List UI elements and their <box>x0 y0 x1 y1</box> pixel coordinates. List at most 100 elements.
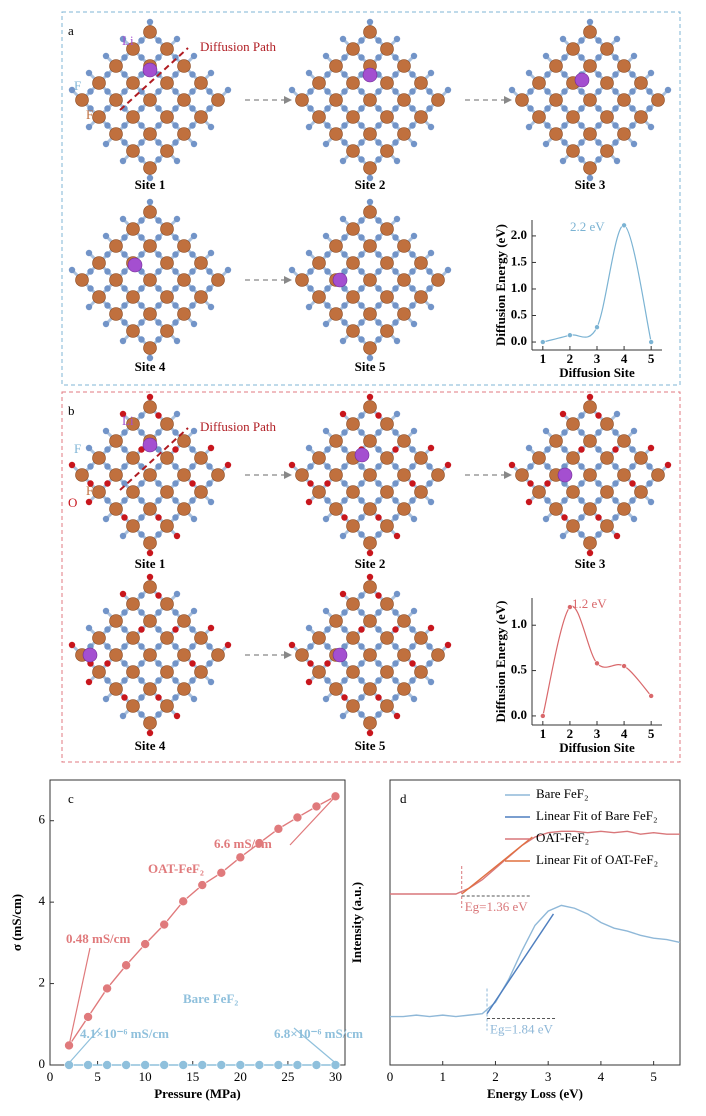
f-atom <box>614 158 620 164</box>
fe-atom <box>144 683 157 696</box>
f-atom <box>409 285 415 291</box>
f-atom <box>104 268 110 274</box>
f-atom <box>612 71 618 77</box>
o-atom <box>367 394 373 400</box>
fe-atom <box>127 666 140 679</box>
fe-atom <box>161 257 174 270</box>
f-atom <box>189 497 195 503</box>
f-atom <box>206 480 212 486</box>
fe-atom <box>161 291 174 304</box>
fe-atom <box>127 291 140 304</box>
f-atom <box>289 267 295 273</box>
f-atom <box>121 268 127 274</box>
f-atom <box>578 37 584 43</box>
f-atom <box>120 713 126 719</box>
o-atom <box>155 412 161 418</box>
legend-label: Linear Fit of Bare FeF₂ <box>536 808 658 823</box>
fe-atom <box>584 435 597 448</box>
fe-atom <box>364 128 377 141</box>
f-atom <box>612 480 618 486</box>
f-atom <box>206 268 212 274</box>
f-atom <box>138 319 144 325</box>
f-atom <box>324 626 330 632</box>
data-point <box>595 661 600 666</box>
x-tick-label: 3 <box>594 726 601 741</box>
fe-atom <box>635 452 648 465</box>
crystal-structure <box>509 394 671 556</box>
f-atom <box>392 514 398 520</box>
f-atom <box>324 302 330 308</box>
o-atom <box>340 411 346 417</box>
f-atom <box>191 696 197 702</box>
f-atom <box>138 677 144 683</box>
fe-atom <box>313 111 326 124</box>
o-atom <box>428 445 434 451</box>
f-atom <box>324 122 330 128</box>
f-atom <box>375 446 381 452</box>
fe-atom <box>584 503 597 516</box>
fe-atom <box>415 452 428 465</box>
f-atom <box>206 660 212 666</box>
li-atom <box>333 273 347 287</box>
legend-label: OAT-FeF₂ <box>536 830 589 845</box>
fe-atom <box>415 291 428 304</box>
f-atom <box>375 105 381 111</box>
fe-atom <box>381 666 394 679</box>
site-label: Site 2 <box>355 177 386 192</box>
f-atom <box>409 71 415 77</box>
f-atom <box>189 677 195 683</box>
o-atom <box>121 694 127 700</box>
f-atom <box>306 124 312 130</box>
f-atom <box>358 302 364 308</box>
f-atom <box>358 319 364 325</box>
x-tick-label: 1 <box>540 726 547 741</box>
fe-atom <box>93 666 106 679</box>
f-atom <box>121 122 127 128</box>
fe-atom <box>161 77 174 90</box>
fe-atom <box>110 683 123 696</box>
fe-atom <box>178 274 191 287</box>
f-atom <box>155 217 161 223</box>
fe-atom <box>195 666 208 679</box>
x-axis-label: Diffusion Site <box>559 365 635 380</box>
fe-atom <box>127 520 140 533</box>
fe-atom <box>110 308 123 321</box>
f-atom <box>409 88 415 94</box>
f-atom <box>409 446 415 452</box>
f-atom <box>595 156 601 162</box>
fe-atom <box>330 128 343 141</box>
f-atom <box>375 54 381 60</box>
fe-atom <box>381 111 394 124</box>
x-tick-label: 2 <box>567 351 574 366</box>
li-atom <box>355 448 369 462</box>
fe-atom <box>330 683 343 696</box>
f-atom <box>612 88 618 94</box>
fe-atom <box>178 240 191 253</box>
x-tick-label: 5 <box>94 1069 101 1084</box>
f-atom <box>172 677 178 683</box>
fe-atom <box>144 649 157 662</box>
f-atom <box>595 480 601 486</box>
f-atom <box>138 251 144 257</box>
f-atom <box>595 122 601 128</box>
fe-atom <box>313 666 326 679</box>
fe-atom <box>398 308 411 321</box>
fe-atom <box>161 700 174 713</box>
fe-atom <box>347 43 360 56</box>
fe-atom <box>330 503 343 516</box>
f-atom <box>323 233 329 239</box>
f-atom <box>392 71 398 77</box>
f-atom <box>104 446 110 452</box>
data-point <box>540 713 545 718</box>
f-atom <box>121 54 127 60</box>
data-point <box>312 802 321 811</box>
o-atom <box>172 626 178 632</box>
f-atom <box>560 533 566 539</box>
o-atom <box>306 679 312 685</box>
f-atom <box>121 677 127 683</box>
fe-atom <box>567 452 580 465</box>
x-tick-label: 0 <box>387 1069 394 1084</box>
o-atom <box>147 574 153 580</box>
f-atom <box>426 660 432 666</box>
fe-atom <box>347 632 360 645</box>
